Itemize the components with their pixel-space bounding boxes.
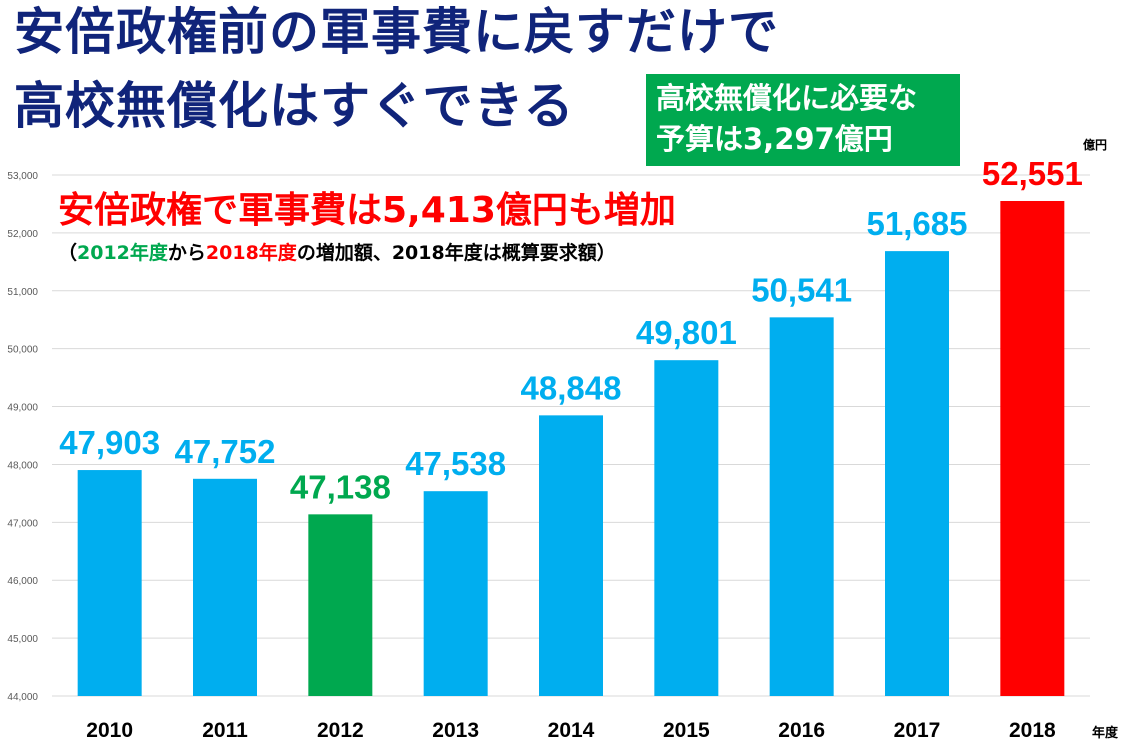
budget-callout: 高校無償化に必要な 予算は3,297億円 [646, 74, 960, 166]
y-tick-label: 46,000 [7, 576, 38, 587]
bar [769, 317, 834, 696]
callout-line-1: 高校無償化に必要な [656, 81, 918, 115]
x-tick-label: 2014 [548, 719, 595, 742]
bar-value-label: 47,903 [59, 424, 160, 461]
note-rest: の増加額、2018年度は概算要求額） [296, 242, 616, 264]
y-tick-label: 45,000 [7, 634, 38, 645]
bar [308, 514, 373, 696]
y-tick-label: 51,000 [7, 287, 38, 298]
y-tick-label: 52,000 [7, 229, 38, 240]
bar [539, 415, 603, 696]
bar-value-label: 48,848 [521, 369, 622, 406]
x-tick-label: 2018 [1009, 719, 1056, 742]
bar [1000, 200, 1065, 696]
note-year-from: 2012年度 [77, 242, 168, 264]
x-tick-label: 2015 [663, 719, 710, 742]
x-tick-label: 2013 [432, 719, 479, 742]
x-tick-label: 2016 [778, 719, 825, 742]
bar-value-label: 47,538 [405, 445, 506, 482]
y-tick-label: 53,000 [7, 171, 38, 182]
bar-value-label: 49,801 [636, 314, 737, 351]
x-tick-label: 2012 [317, 719, 364, 742]
bar [885, 251, 949, 696]
bar-value-label: 47,752 [175, 433, 276, 470]
value-unit-label: 億円 [1083, 138, 1108, 152]
y-tick-label: 44,000 [7, 692, 38, 703]
title-line-2: 高校無償化はすぐできる [14, 77, 575, 135]
bar-value-label: 51,685 [867, 205, 968, 242]
bar-value-label: 47,138 [290, 468, 391, 505]
y-tick-label: 50,000 [7, 345, 38, 356]
y-tick-label: 48,000 [7, 460, 38, 471]
bar [423, 491, 488, 696]
note-year-to: 2018年度 [205, 242, 297, 264]
increase-note-detail: （2012年度から2018年度の増加額、2018年度は概算要求額） [58, 238, 616, 268]
y-tick-label: 49,000 [7, 403, 38, 414]
bar [77, 470, 142, 696]
title-line-1: 安倍政権前の軍事費に戻すだけで [14, 3, 779, 61]
year-unit-label: 年度 [1092, 726, 1119, 741]
callout-line-2: 予算は3,297億円 [656, 122, 893, 156]
x-tick-label: 2017 [894, 719, 941, 742]
y-tick-label: 47,000 [7, 518, 38, 529]
bar-value-label: 50,541 [751, 271, 852, 308]
increase-note: 安倍政権で軍事費は5,413億円も増加 [58, 190, 676, 231]
x-tick-label: 2010 [86, 719, 133, 742]
x-tick-label: 2011 [202, 719, 248, 742]
bar [654, 360, 719, 696]
note-from-word: から [167, 242, 206, 264]
note-open-paren: （ [58, 242, 78, 264]
bar-value-label: 52,551 [982, 155, 1083, 192]
bar [193, 478, 257, 696]
